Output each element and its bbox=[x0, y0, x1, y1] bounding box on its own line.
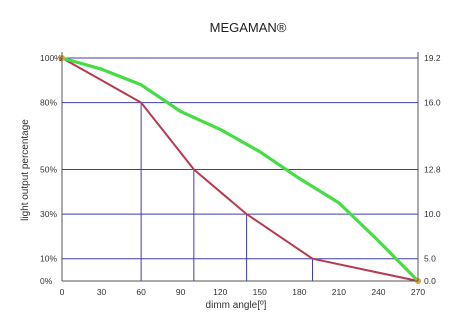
series-line-1 bbox=[61, 57, 419, 282]
x-tick-label: 270 bbox=[411, 287, 425, 297]
chart-title: MEGAMAN® bbox=[210, 20, 287, 35]
y-left-tick-label: 100% bbox=[40, 53, 62, 63]
y-left-tick-label: 0% bbox=[40, 276, 53, 286]
x-tick-label: 60 bbox=[136, 287, 146, 297]
y-right-tick-label: 5.0 bbox=[424, 254, 436, 264]
x-tick-label: 150 bbox=[253, 287, 267, 297]
y-right-tick-label: 19.2 bbox=[424, 53, 441, 63]
x-tick-label: 240 bbox=[371, 287, 385, 297]
y-right-tick-label: 12.8 bbox=[424, 165, 441, 175]
tick-labels-layer: 0 30 60 90 120 150 180 210 240 270 0% 10% 30% 50% 80% 1… bbox=[40, 53, 441, 297]
x-tick-label: 120 bbox=[213, 287, 227, 297]
y-left-tick-label: 50% bbox=[40, 165, 57, 175]
x-tick-label: 210 bbox=[332, 287, 346, 297]
y-left-tick-label: 30% bbox=[40, 209, 57, 219]
y-right-tick-label: 10.0 bbox=[424, 209, 441, 219]
x-tick-label: 30 bbox=[97, 287, 107, 297]
plot-frame bbox=[61, 52, 419, 282]
y-right-tick-label: 0.0 bbox=[424, 276, 436, 286]
grid-layer bbox=[62, 57, 418, 260]
y-left-tick-label: 10% bbox=[40, 254, 57, 264]
x-tick-label: 180 bbox=[292, 287, 306, 297]
x-tick-label: 0 bbox=[60, 287, 65, 297]
drop-lines-layer bbox=[140, 102, 314, 281]
y-left-tick-label: 80% bbox=[40, 98, 57, 108]
x-axis-label: dimm angle[º] bbox=[206, 300, 267, 311]
series-line-2 bbox=[60, 56, 420, 283]
y-right-tick-label: 16.0 bbox=[424, 98, 441, 108]
y-axis-label: light output percentage bbox=[20, 119, 31, 221]
x-tick-label: 90 bbox=[176, 287, 186, 297]
